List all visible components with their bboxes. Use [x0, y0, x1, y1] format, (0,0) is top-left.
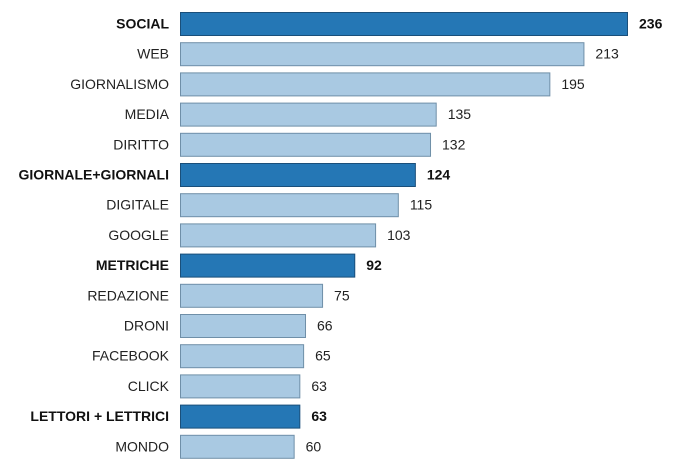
- value-label: 132: [442, 136, 466, 152]
- bar: [180, 223, 377, 248]
- bar: [180, 404, 301, 429]
- category-label: CLICK: [128, 378, 170, 394]
- value-label: 66: [317, 318, 333, 334]
- value-label: 63: [311, 378, 327, 394]
- value-label: 92: [366, 257, 382, 273]
- bar: [180, 314, 307, 338]
- category-label: MONDO: [115, 438, 169, 454]
- category-label: GIORNALISMO: [70, 76, 169, 92]
- bar: [180, 102, 437, 127]
- category-label: GIORNALE+GIORNALI: [18, 167, 169, 183]
- category-label: DIGITALE: [106, 197, 169, 213]
- bars-group: [180, 12, 628, 459]
- value-label: 195: [561, 76, 585, 92]
- value-label: 60: [306, 438, 322, 454]
- category-label: GOOGLE: [108, 227, 169, 243]
- value-label: 103: [387, 227, 411, 243]
- category-label: LETTORI + LETTRICI: [30, 408, 169, 424]
- bar: [180, 132, 432, 157]
- value-label: 135: [448, 106, 472, 122]
- bar: [180, 42, 585, 67]
- bar: [180, 283, 324, 308]
- category-label: DIRITTO: [113, 136, 169, 152]
- category-label: METRICHE: [96, 257, 169, 273]
- category-label: REDAZIONE: [87, 287, 169, 303]
- bar: [180, 72, 551, 97]
- value-label: 213: [595, 46, 619, 62]
- value-label: 65: [315, 348, 331, 364]
- category-labels-group: SOCIAL WEB GIORNALISMO MEDIA DIRITTO GIORNALE…: [18, 16, 169, 455]
- category-label: WEB: [137, 46, 169, 62]
- value-label: 75: [334, 287, 350, 303]
- bar: [180, 163, 416, 187]
- category-label: DRONI: [124, 318, 169, 334]
- category-label: FACEBOOK: [92, 348, 170, 364]
- value-label: 124: [427, 167, 451, 183]
- bar: [180, 374, 301, 399]
- value-label: 63: [311, 408, 327, 424]
- category-label: MEDIA: [125, 106, 170, 122]
- bar: [180, 12, 628, 36]
- bar: [180, 434, 295, 459]
- value-label: 115: [410, 197, 433, 213]
- bar: [180, 253, 356, 278]
- bar: [180, 193, 399, 218]
- value-label: 236: [639, 16, 663, 32]
- category-label: SOCIAL: [116, 16, 169, 32]
- bar: [180, 344, 305, 369]
